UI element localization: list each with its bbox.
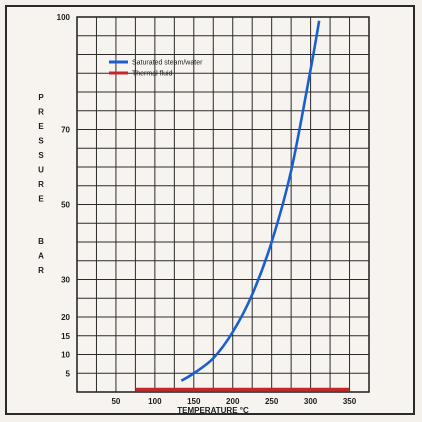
legend: Saturated steam/water Thermal fluid	[109, 60, 203, 78]
series	[135, 20, 350, 392]
y-tick-label: 100	[57, 13, 71, 22]
x-tick-label: 50	[111, 397, 120, 406]
legend-label-saturated-steam: Saturated steam/water	[132, 60, 203, 67]
y-tick-label: 20	[61, 313, 70, 322]
y-tick-label: 70	[61, 126, 70, 135]
x-axis-title: TEMPERATURE °C	[177, 406, 249, 415]
x-tick-label: 250	[265, 397, 279, 406]
x-tick-label: 350	[343, 397, 357, 406]
series-line-saturated-steam	[180, 20, 321, 382]
legend-label-thermal-fluid: Thermal fluid	[132, 71, 173, 78]
x-axis-ticks: 50 100 150 200 250 300 350	[111, 397, 356, 406]
y-tick-label: 50	[61, 201, 70, 210]
y-tick-label: 5	[66, 369, 71, 378]
y-tick-label: 30	[61, 276, 70, 285]
x-tick-label: 100	[148, 397, 162, 406]
y-axis-ticks: 5 10 15 20 30 50 70 100	[57, 13, 71, 378]
x-tick-label: 150	[187, 397, 201, 406]
y-tick-label: 15	[61, 332, 70, 341]
y-tick-label: 10	[61, 351, 70, 360]
x-tick-label: 300	[304, 397, 318, 406]
x-tick-label: 200	[226, 397, 240, 406]
